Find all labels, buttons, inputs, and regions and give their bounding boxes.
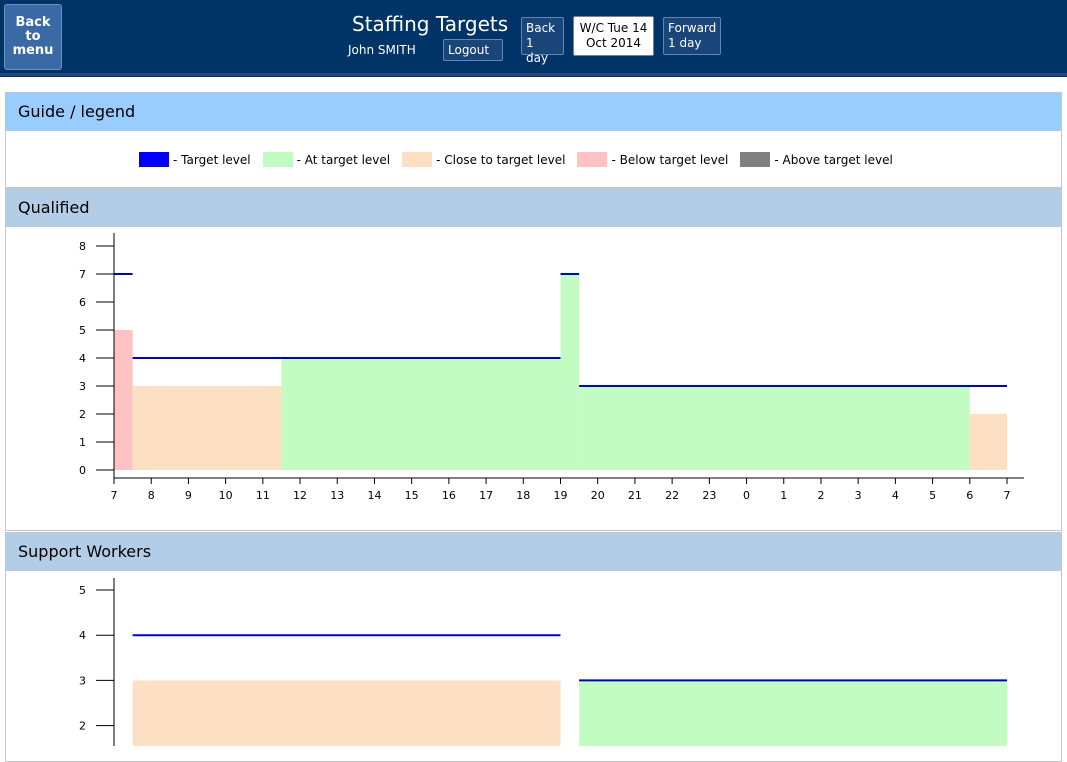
y-tick-label: 6 (79, 296, 86, 309)
user-name: John SMITH (348, 43, 416, 57)
y-tick-label: 0 (79, 464, 86, 477)
x-tick-label: 8 (148, 489, 155, 502)
legend-item-close: - Close to target level (402, 152, 565, 167)
bar-at (281, 358, 561, 470)
x-tick-label: 7 (111, 489, 118, 502)
x-tick-label: 10 (219, 489, 233, 502)
top-bar: Back to menu Staffing Targets John SMITH… (0, 0, 1067, 77)
x-tick-label: 21 (628, 489, 642, 502)
support-workers-header: Support Workers (6, 533, 1061, 571)
x-tick-label: 6 (966, 489, 973, 502)
x-tick-label: 16 (442, 489, 456, 502)
legend-label: - Below target level (611, 152, 729, 167)
y-tick-label: 3 (79, 674, 86, 687)
top-bar-underline (0, 73, 1067, 76)
y-tick-label: 7 (79, 268, 86, 281)
y-tick-label: 4 (79, 629, 86, 642)
x-tick-label: 11 (256, 489, 270, 502)
back-one-day-button[interactable]: Back 1 day (521, 17, 564, 65)
legend-row: - Target level - At target level - Close… (139, 152, 905, 167)
at-target-swatch (262, 152, 293, 167)
forward-one-day-button[interactable]: Forward 1 day (663, 17, 721, 55)
target-swatch (139, 152, 169, 167)
page-title: Staffing Targets (352, 12, 509, 36)
y-tick-label: 1 (79, 436, 86, 449)
bar-close (132, 680, 561, 746)
legend-item-below: - Below target level (577, 152, 728, 167)
logout-button[interactable]: Logout (443, 39, 503, 61)
legend-item-at-target: - At target level (262, 152, 391, 167)
bar-close (132, 386, 282, 470)
legend-label: - Target level (173, 152, 251, 167)
legend-panel: Guide / legend (5, 92, 1062, 188)
y-tick-label: 8 (79, 240, 86, 253)
x-tick-label: 13 (330, 489, 344, 502)
x-tick-label: 15 (405, 489, 419, 502)
legend-label: - At target level (296, 152, 391, 167)
y-tick-label: 5 (79, 584, 86, 597)
bar-at (560, 274, 580, 470)
legend-item-target: - Target level (139, 152, 251, 167)
legend-label: - Above target level (774, 152, 893, 167)
x-tick-label: 23 (702, 489, 716, 502)
x-tick-label: 19 (554, 489, 568, 502)
x-tick-label: 5 (929, 489, 936, 502)
x-tick-label: 22 (665, 489, 679, 502)
close-swatch (402, 152, 433, 167)
x-tick-label: 20 (591, 489, 605, 502)
below-swatch (577, 152, 608, 167)
x-tick-label: 0 (743, 489, 750, 502)
x-tick-label: 3 (855, 489, 862, 502)
legend-header: Guide / legend (6, 93, 1061, 131)
back-to-menu-button[interactable]: Back to menu (4, 4, 62, 70)
bar-below (114, 330, 133, 470)
bar-at (579, 680, 1007, 746)
x-tick-label: 18 (516, 489, 530, 502)
y-tick-label: 4 (79, 352, 86, 365)
bar-close (969, 414, 1007, 470)
x-tick-label: 1 (780, 489, 787, 502)
y-tick-label: 2 (79, 408, 86, 421)
y-tick-label: 3 (79, 380, 86, 393)
above-swatch (740, 152, 771, 167)
x-tick-label: 14 (367, 489, 381, 502)
legend-item-above: - Above target level (740, 152, 893, 167)
x-tick-label: 17 (479, 489, 493, 502)
y-tick-label: 2 (79, 720, 86, 733)
x-tick-label: 12 (293, 489, 307, 502)
x-tick-label: 9 (185, 489, 192, 502)
qualified-header: Qualified (6, 189, 1061, 227)
y-tick-label: 5 (79, 324, 86, 337)
support-workers-chart: 2 3 4 5 (79, 578, 1007, 746)
x-tick-label: 2 (817, 489, 824, 502)
legend-label: - Close to target level (436, 152, 566, 167)
x-tick-label: 7 (1004, 489, 1011, 502)
week-commencing-date[interactable]: W/C Tue 14 Oct 2014 (573, 16, 654, 56)
x-tick-label: 4 (892, 489, 899, 502)
bar-at (579, 386, 970, 470)
